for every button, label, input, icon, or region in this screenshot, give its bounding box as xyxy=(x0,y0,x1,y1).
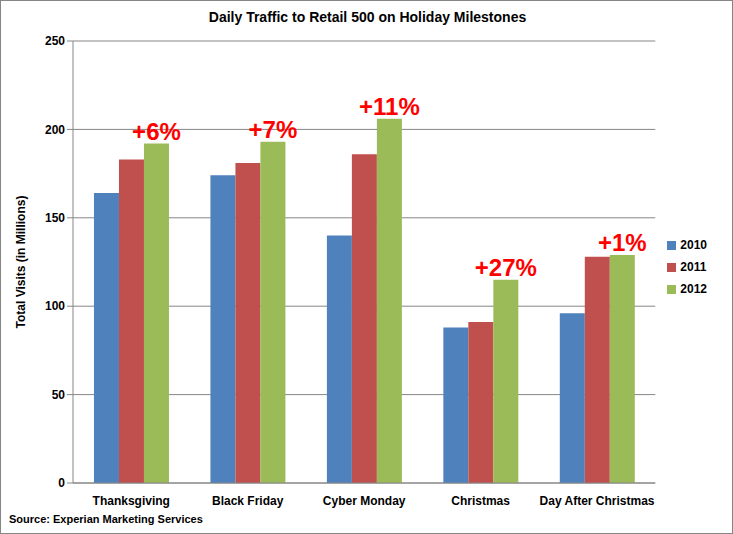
html-text:2012: 2012 xyxy=(680,282,707,296)
svg-text:Thanksgiving: Thanksgiving xyxy=(93,494,170,508)
svg-text:100: 100 xyxy=(45,299,65,313)
svg-text:+7%: +7% xyxy=(249,116,298,143)
svg-text:+6%: +6% xyxy=(132,118,181,145)
svg-text:+1%: +1% xyxy=(598,229,647,256)
svg-text:Christmas: Christmas xyxy=(451,494,510,508)
svg-text:Total Visits (in Millions): Total Visits (in Millions) xyxy=(14,196,28,329)
html-text:2011: 2011 xyxy=(680,260,707,274)
svg-text:250: 250 xyxy=(45,34,65,48)
svg-text:+27%: +27% xyxy=(475,254,537,281)
svg-text:200: 200 xyxy=(45,123,65,137)
svg-text:0: 0 xyxy=(58,476,65,490)
svg-text:Black Friday: Black Friday xyxy=(212,494,284,508)
html-text:2010: 2010 xyxy=(680,238,707,252)
svg-text:Cyber Monday: Cyber Monday xyxy=(323,494,406,508)
html-text:Daily Traffic to Retail 500 on: Daily Traffic to Retail 500 on Holiday M… xyxy=(208,9,527,25)
svg-text:Day After Christmas: Day After Christmas xyxy=(540,494,655,508)
svg-text:50: 50 xyxy=(52,388,66,402)
svg-text:+11%: +11% xyxy=(359,93,420,120)
svg-text:150: 150 xyxy=(45,211,65,225)
html-text:Source: Experian Marketing Ser: Source: Experian Marketing Services xyxy=(9,513,203,525)
